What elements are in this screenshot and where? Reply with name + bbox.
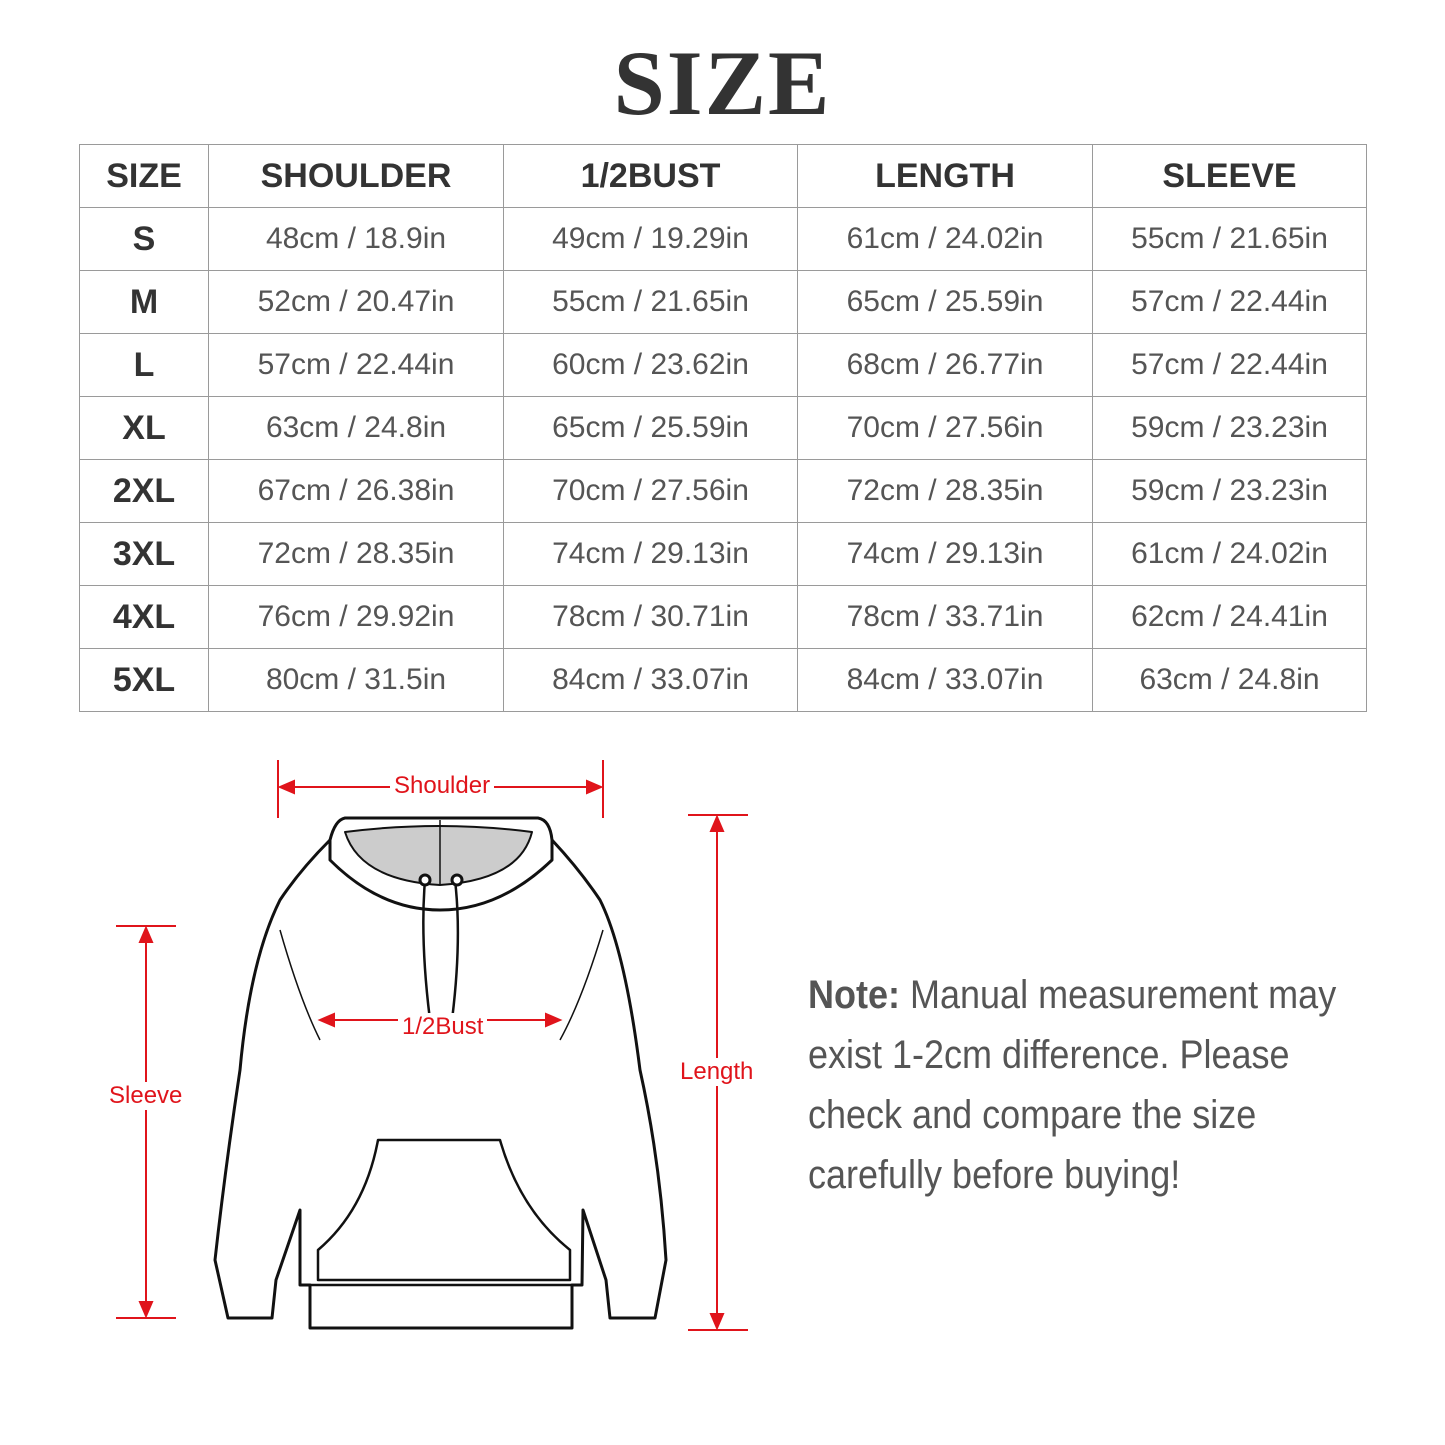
size-cell: 5XL — [79, 648, 209, 712]
note: Note: Manual measurement may exist 1-2cm… — [808, 965, 1384, 1205]
size-cell: L — [79, 333, 209, 397]
measurement-cell: 59cm / 23.23in — [1092, 459, 1367, 523]
measurement-cell: 61cm / 24.02in — [797, 207, 1093, 271]
size-cell: XL — [79, 396, 209, 460]
header-shoulder: SHOULDER — [208, 144, 504, 208]
measurement-cell: 68cm / 26.77in — [797, 333, 1093, 397]
table-header-row: SIZE SHOULDER 1/2BUST LENGTH SLEEVE — [79, 144, 1367, 208]
measurement-cell: 61cm / 24.02in — [1092, 522, 1367, 586]
hoodie-illustration — [213, 816, 668, 1330]
shoulder-label: Shoulder — [390, 772, 495, 800]
table-row: M 52cm / 20.47in 55cm / 21.65in 65cm / 25.5… — [79, 270, 1367, 334]
measurement-cell: 70cm / 27.56in — [797, 396, 1093, 460]
size-cell: M — [79, 270, 209, 334]
measurement-cell: 57cm / 22.44in — [1092, 333, 1367, 397]
table-row: XL 63cm / 24.8in 65cm / 25.59in 70cm / 27.5… — [79, 396, 1367, 460]
measurement-cell: 84cm / 33.07in — [797, 648, 1093, 712]
bust-label: 1/2Bust — [398, 1013, 488, 1041]
measurement-cell: 65cm / 25.59in — [503, 396, 798, 460]
measurement-cell: 80cm / 31.5in — [208, 648, 504, 712]
table-row: 5XL 80cm / 31.5in 84cm / 33.07in 84cm / 33.… — [79, 648, 1367, 712]
measurement-cell: 74cm / 29.13in — [503, 522, 798, 586]
measurement-cell: 63cm / 24.8in — [1092, 648, 1367, 712]
measurement-cell: 60cm / 23.62in — [503, 333, 798, 397]
measurement-cell: 52cm / 20.47in — [208, 270, 504, 334]
size-cell: S — [79, 207, 209, 271]
measurement-lines — [116, 760, 748, 1331]
table-row: 3XL 72cm / 28.35in 74cm / 29.13in 74cm / 29… — [79, 522, 1367, 586]
size-table: SIZE SHOULDER 1/2BUST LENGTH SLEEVE S 48c… — [79, 144, 1367, 712]
size-cell: 3XL — [79, 522, 209, 586]
table-row: 4XL 76cm / 29.92in 78cm / 30.71in 78cm / 33… — [79, 585, 1367, 649]
measurement-cell: 57cm / 22.44in — [1092, 270, 1367, 334]
table-row: 2XL 67cm / 26.38in 70cm / 27.56in 72cm / 28… — [79, 459, 1367, 523]
table-row: L 57cm / 22.44in 60cm / 23.62in 68cm / 26.7… — [79, 333, 1367, 397]
measurement-cell: 78cm / 30.71in — [503, 585, 798, 649]
measurement-cell: 67cm / 26.38in — [208, 459, 504, 523]
measurement-cell: 65cm / 25.59in — [797, 270, 1093, 334]
measurement-cell: 57cm / 22.44in — [208, 333, 504, 397]
header-length: LENGTH — [797, 144, 1093, 208]
note-label: Note: — [808, 973, 900, 1017]
size-cell: 4XL — [79, 585, 209, 649]
measurement-cell: 78cm / 33.71in — [797, 585, 1093, 649]
header-sleeve: SLEEVE — [1092, 144, 1367, 208]
measurement-cell: 63cm / 24.8in — [208, 396, 504, 460]
page-title: SIZE — [613, 32, 832, 134]
measurement-cell: 55cm / 21.65in — [503, 270, 798, 334]
measurement-cell: 55cm / 21.65in — [1092, 207, 1367, 271]
measurement-cell: 48cm / 18.9in — [208, 207, 504, 271]
measurement-cell: 59cm / 23.23in — [1092, 396, 1367, 460]
sleeve-label: Sleeve — [105, 1082, 187, 1110]
length-label: Length — [676, 1058, 758, 1086]
measurement-cell: 49cm / 19.29in — [503, 207, 798, 271]
size-cell: 2XL — [79, 459, 209, 523]
measurement-cell: 70cm / 27.56in — [503, 459, 798, 523]
hoodie-diagram — [116, 760, 748, 1331]
measurement-cell: 62cm / 24.41in — [1092, 585, 1367, 649]
measurement-cell: 72cm / 28.35in — [208, 522, 504, 586]
measurement-cell: 74cm / 29.13in — [797, 522, 1093, 586]
header-bust: 1/2BUST — [503, 144, 798, 208]
measurement-cell: 76cm / 29.92in — [208, 585, 504, 649]
header-size: SIZE — [79, 144, 209, 208]
measurement-cell: 72cm / 28.35in — [797, 459, 1093, 523]
table-row: S 48cm / 18.9in 49cm / 19.29in 61cm / 24.02… — [79, 207, 1367, 271]
measurement-cell: 84cm / 33.07in — [503, 648, 798, 712]
note-text: Manual measurement may exist 1-2cm diffe… — [808, 973, 1337, 1197]
